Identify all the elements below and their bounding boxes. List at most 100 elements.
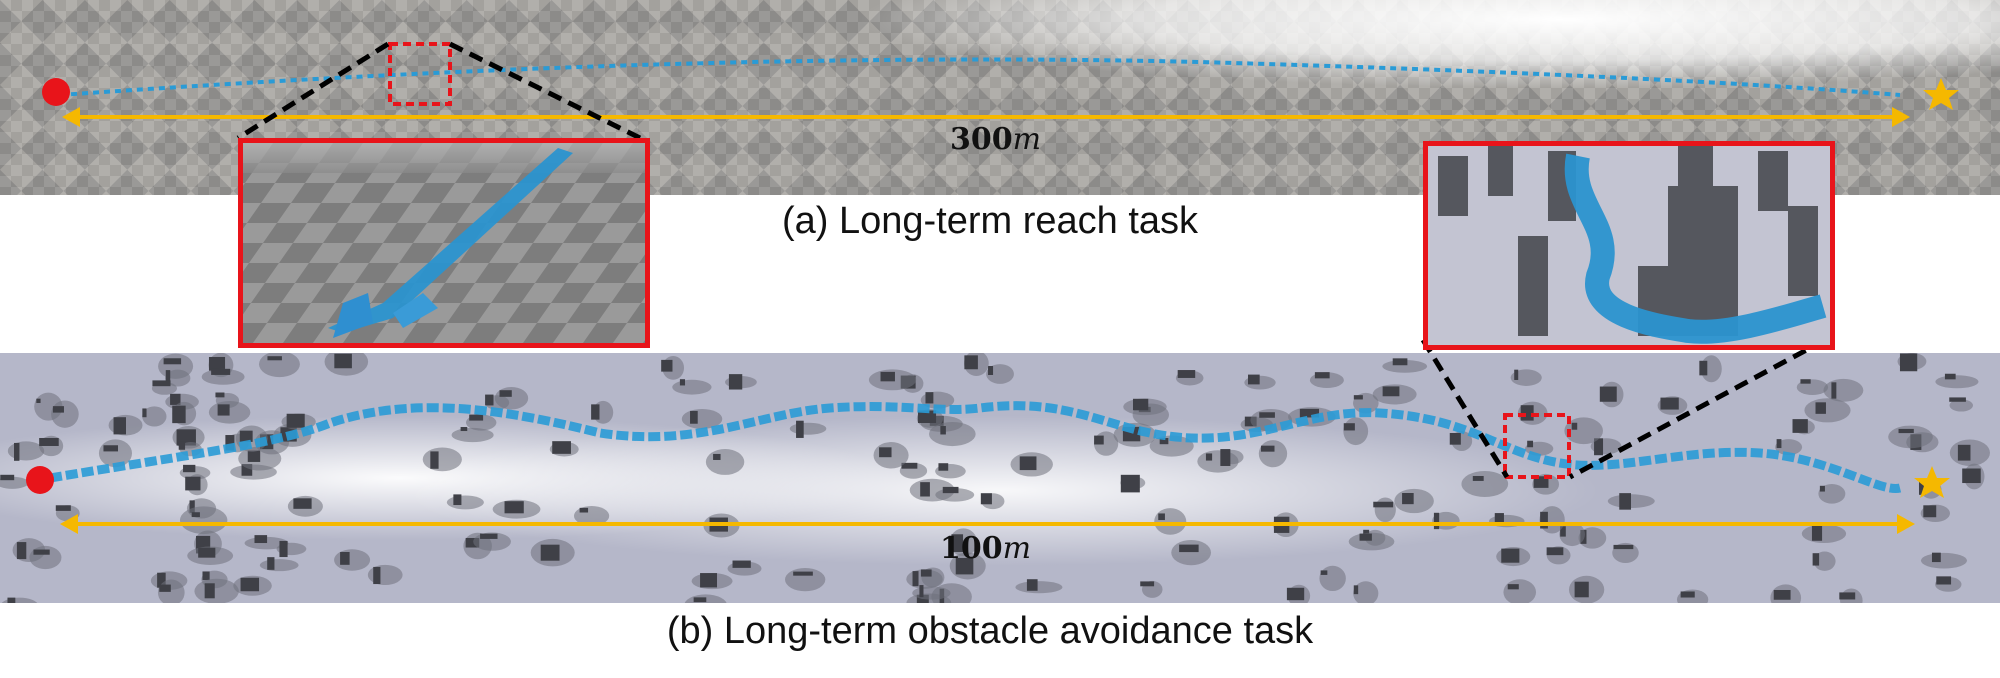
obstacle-block — [204, 583, 215, 599]
obstacle-block — [938, 463, 949, 471]
obstacle-block — [1494, 513, 1504, 523]
obstacle-block — [286, 413, 305, 428]
obstacle-block — [159, 584, 171, 592]
obstacle-block — [165, 370, 171, 383]
obstacle-block — [920, 569, 932, 577]
obstacle-block — [430, 451, 439, 469]
obstacle-block — [241, 464, 253, 476]
obstacle-block — [964, 355, 978, 370]
obstacle-block — [942, 486, 959, 494]
obstacle-block — [1353, 395, 1363, 400]
obstacle-block — [988, 366, 994, 375]
obstacle-block — [1899, 353, 1918, 372]
obstacle-shadow — [367, 564, 403, 586]
obstacle-block — [1120, 474, 1140, 493]
obstacle-block — [1815, 402, 1826, 414]
obstacle-block — [453, 494, 462, 506]
obstacle-shadow — [1804, 398, 1851, 423]
obstacle-shadow — [705, 448, 745, 475]
obstacle-block — [1898, 428, 1914, 434]
obstacle-inset-image — [1428, 146, 1830, 345]
obstacle-start-marker — [26, 466, 54, 494]
obstacle-block — [1449, 432, 1461, 445]
obstacle-shadow — [422, 447, 462, 472]
obstacle-block — [247, 450, 261, 462]
obstacle-block — [460, 427, 468, 432]
obstacle-block — [1546, 547, 1564, 556]
reach-scene-graphic — [0, 0, 2000, 195]
obstacle-shadow — [986, 364, 1014, 384]
obstacle-block — [917, 410, 937, 424]
obstacle-shadow — [165, 369, 191, 387]
obstacle-block — [579, 507, 589, 513]
obstacle-block — [1373, 501, 1394, 508]
obstacle-shadow — [1343, 417, 1369, 446]
obstacle-block — [215, 392, 225, 398]
obstacle-block — [225, 435, 235, 451]
obstacle-block — [16, 542, 27, 560]
reach-zoom-box — [388, 42, 452, 106]
obstacle-shadow — [208, 401, 251, 424]
obstacle-block — [693, 597, 707, 603]
obstacle-shadow — [1171, 539, 1212, 566]
obstacle-task-caption: (b) Long-term obstacle avoidance task — [666, 610, 1314, 652]
obstacle-block — [1392, 358, 1408, 366]
obstacle-block — [1918, 481, 1926, 495]
reach-distance-label: 300m — [950, 122, 1042, 157]
obstacle-block — [1514, 369, 1519, 380]
obstacle-block — [879, 447, 892, 458]
obstacle-shadow — [1818, 483, 1846, 504]
obstacle-shadow — [194, 578, 239, 603]
obstacle-block — [1220, 449, 1231, 466]
obstacle-distance-label: 100m — [940, 531, 1032, 566]
obstacle-block — [55, 505, 71, 511]
obstacle-shadow — [785, 567, 826, 592]
obstacle-shadow — [29, 545, 62, 570]
reach-inset-image — [243, 143, 645, 343]
obstacle-block — [1831, 382, 1837, 399]
obstacle-block — [1248, 374, 1260, 385]
obstacle-block — [980, 493, 992, 505]
obstacle-block — [293, 498, 312, 509]
obstacle-block — [217, 404, 230, 416]
obstacle-shadow — [1353, 581, 1379, 603]
obstacle-shadow — [51, 400, 79, 428]
obstacle-block — [170, 393, 181, 405]
obstacle-block — [919, 585, 924, 598]
obstacle-block — [1158, 513, 1165, 521]
obstacle-block — [540, 544, 560, 561]
obstacle-block — [1540, 511, 1548, 529]
obstacle-block — [912, 571, 919, 587]
obstacle-block — [1177, 370, 1196, 378]
obstacle-block — [172, 405, 186, 424]
obstacle-shadow — [451, 427, 494, 443]
obstacle-block — [152, 380, 171, 387]
obstacle-block — [793, 571, 813, 576]
obstacle-shadow — [1154, 508, 1187, 535]
obstacle-block — [1613, 544, 1634, 550]
obstacle-block — [1773, 589, 1791, 600]
obstacle-block — [157, 572, 166, 588]
obstacle-shadow — [1813, 551, 1836, 571]
obstacle-block — [690, 410, 698, 424]
obstacle-block — [1179, 544, 1199, 553]
obstacle-block — [208, 356, 226, 371]
obstacle-block — [901, 462, 918, 469]
obstacle-block — [1299, 408, 1320, 418]
obstacle-block — [1680, 591, 1695, 598]
obstacle-block — [1286, 587, 1305, 601]
obstacle-block — [1936, 576, 1952, 585]
obstacle-shadow — [912, 586, 951, 600]
obstacle-block — [591, 404, 600, 420]
obstacle-block — [1931, 552, 1941, 563]
obstacle-block — [202, 571, 210, 581]
obstacle-block — [1574, 581, 1589, 598]
obstacle-block — [1140, 581, 1155, 587]
obstacle-shadow — [1935, 375, 1979, 389]
obstacle-block — [0, 474, 15, 481]
obstacle-shadow — [672, 379, 712, 395]
obstacle-block — [1019, 456, 1037, 471]
obstacle-block — [728, 374, 743, 390]
obstacle-block — [198, 547, 216, 558]
obstacle-block — [1811, 525, 1823, 541]
